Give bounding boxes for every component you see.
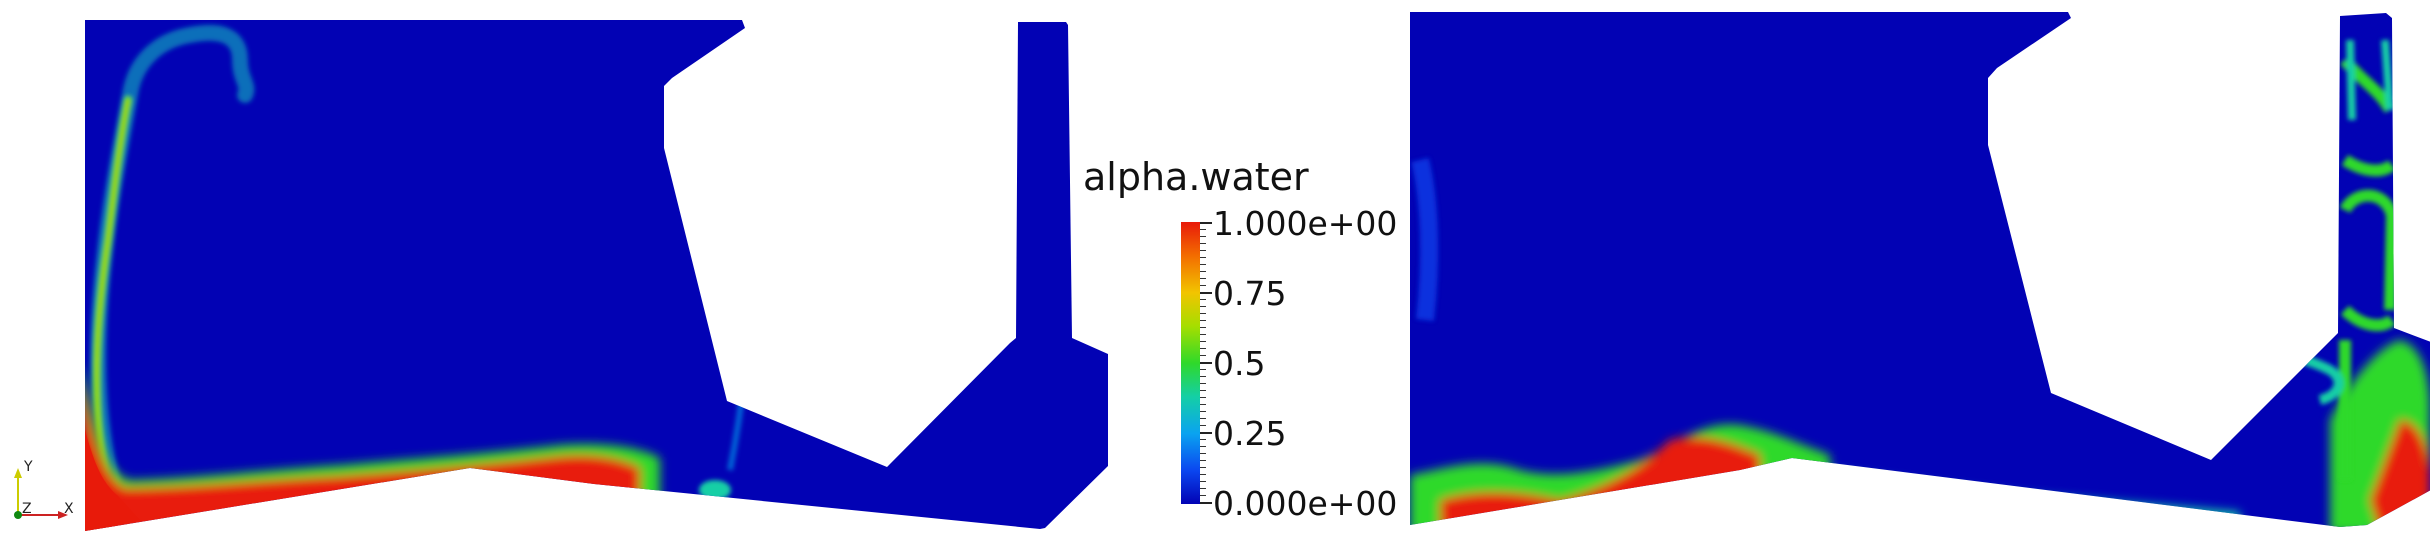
colorbar-tick-mid — [1200, 362, 1212, 364]
colorbar-label-min: 0.000e+00 — [1213, 484, 1398, 523]
colorbar-label-q1: 0.25 — [1213, 414, 1287, 453]
colorbar-label-mid: 0.5 — [1213, 344, 1266, 383]
colorbar-title: alpha.water — [1083, 155, 1309, 199]
orientation-axes — [14, 468, 68, 519]
colorbar-tick-max — [1200, 222, 1212, 224]
axis-z-label: Z — [22, 501, 32, 517]
right-field-domain — [1410, 12, 2430, 527]
colorbar-label-max: 1.000e+00 — [1213, 204, 1398, 243]
axis-y-label: Y — [24, 459, 33, 475]
left-field-domain — [85, 20, 1108, 531]
colorbar-tick-q1 — [1200, 432, 1212, 434]
colorbar-tick-min — [1200, 502, 1212, 504]
colorbar-label-q3: 0.75 — [1213, 274, 1287, 313]
axis-x-label: X — [64, 501, 74, 517]
colorbar-gradient — [1181, 222, 1200, 504]
colorbar-tick-q3 — [1200, 292, 1212, 294]
